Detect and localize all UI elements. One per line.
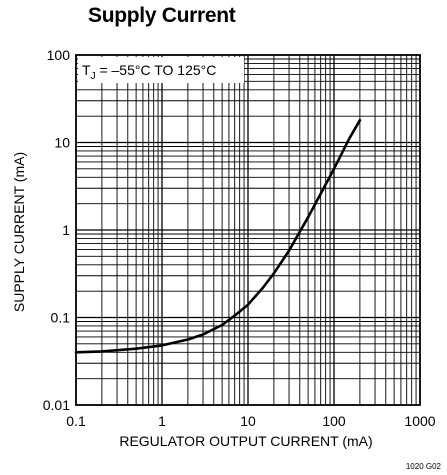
temperature-annotation: TJ = –55°C TO 125°C xyxy=(82,62,216,82)
y-tick-label: 10 xyxy=(54,135,70,151)
grid-lines xyxy=(76,55,420,405)
x-tick-label: 1 xyxy=(158,413,166,429)
annotation-box: TJ = –55°C TO 125°C xyxy=(78,57,244,83)
x-axis-label: REGULATOR OUTPUT CURRENT (mA) xyxy=(119,433,372,449)
y-tick-label: 100 xyxy=(47,47,71,63)
plot-border xyxy=(75,54,421,406)
annotation-background xyxy=(78,57,244,83)
plot-frame xyxy=(75,54,421,406)
x-tick-label: 1000 xyxy=(404,413,435,429)
y-tick-label: 0.01 xyxy=(43,397,70,413)
y-tick-label: 0.1 xyxy=(51,310,71,326)
x-tick-label: 0.1 xyxy=(66,413,86,429)
figure-code: 1020 G02 xyxy=(405,462,441,471)
x-tick-label: 100 xyxy=(322,413,346,429)
x-tick-label: 10 xyxy=(240,413,256,429)
supply-current-curve xyxy=(74,118,362,354)
y-tick-label: 1 xyxy=(62,222,70,238)
chart-title: Supply Current xyxy=(88,4,236,27)
data-series xyxy=(74,118,362,354)
y-axis-label: SUPPLY CURRENT (mA) xyxy=(11,152,27,312)
